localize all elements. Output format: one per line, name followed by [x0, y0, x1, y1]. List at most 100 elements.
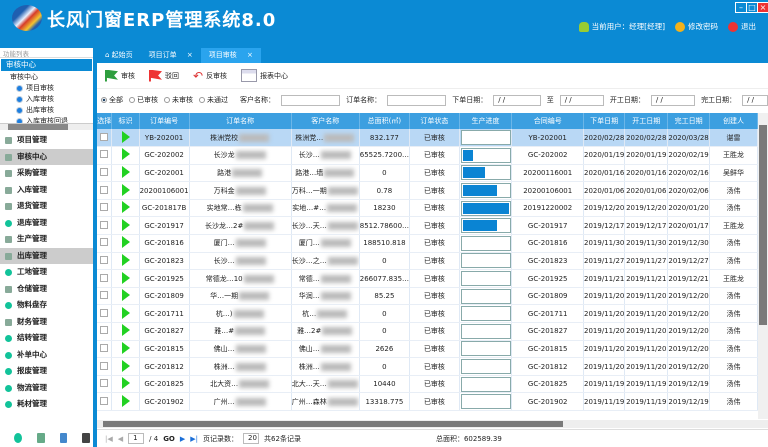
- tab[interactable]: 项目订单 ×: [141, 48, 201, 63]
- column-header[interactable]: 客户名称: [291, 113, 360, 129]
- checkbox[interactable]: [100, 291, 109, 300]
- row-select[interactable]: [97, 304, 113, 324]
- nav-item[interactable]: 物流管理: [0, 380, 93, 397]
- nav-item[interactable]: 采购管理: [0, 165, 93, 182]
- nav-item[interactable]: 项目管理: [0, 132, 93, 149]
- row-select[interactable]: [97, 287, 113, 306]
- table-row[interactable]: YB-202001 株洲党校 株洲党… 832.177 已审核 YB-202001 2020…: [97, 129, 758, 148]
- table-row[interactable]: GC-201809 华…一期 华润… 85.25 已审核 GC-201809 2019/11…: [97, 287, 758, 306]
- nav-item[interactable]: 退库管理: [0, 215, 93, 232]
- column-header[interactable]: 生产进度: [459, 113, 513, 129]
- table-row[interactable]: GC-201825 北大资… 北大…天… 10440 已审核 GC-201825 2019/…: [97, 375, 758, 394]
- table-row[interactable]: GC-201711 杭…) 杭… 0 已审核 GC-201711 2019/11/20 201…: [97, 304, 758, 324]
- column-header[interactable]: 订单名称: [189, 113, 292, 129]
- row-select[interactable]: [97, 375, 113, 394]
- checkbox[interactable]: [100, 185, 109, 194]
- column-header[interactable]: 开工日期: [624, 113, 669, 129]
- logout-link[interactable]: 退出: [728, 21, 756, 32]
- tree-item[interactable]: 入库审核: [0, 94, 93, 105]
- row-select[interactable]: [97, 252, 113, 271]
- nav-item[interactable]: 审核中心: [0, 148, 93, 165]
- reject-button[interactable]: 驳回: [149, 69, 179, 82]
- table-row[interactable]: GC-201827 雅…# 雅…2# 0 已审核 GC-201827 2019/11/20 2…: [97, 322, 758, 341]
- status-radio[interactable]: 已审核: [129, 96, 158, 104]
- document-icon[interactable]: [59, 432, 68, 443]
- report-center-button[interactable]: 报表中心: [241, 69, 288, 82]
- nav-item[interactable]: 仓储管理: [0, 281, 93, 298]
- table-row[interactable]: GC-201817B 实地常…栋 实地…#… 18230 已审核 20191220002 2…: [97, 199, 758, 218]
- change-password-link[interactable]: 修改密码: [675, 21, 718, 32]
- audit-panel-header[interactable]: 审核中心: [1, 59, 92, 71]
- table-row[interactable]: GC-202002 长沙龙 长沙… 65525.7200… 已审核 GC-202002 20…: [97, 146, 758, 165]
- checkbox[interactable]: [100, 308, 109, 317]
- row-select[interactable]: [97, 340, 113, 359]
- order-date-to-input[interactable]: / /: [559, 94, 604, 106]
- status-radio[interactable]: 全部: [101, 96, 123, 104]
- nav-item[interactable]: 工地管理: [0, 264, 93, 281]
- column-header[interactable]: 下单日期: [583, 113, 626, 129]
- table-row[interactable]: 20200106001 万科金 万科…一期 0.78 已审核 20200106001 202…: [97, 181, 758, 200]
- column-header[interactable]: 订单编号: [139, 113, 190, 129]
- prev-page-icon[interactable]: ◀: [117, 434, 124, 443]
- page-input[interactable]: 1: [128, 433, 145, 444]
- nav-item[interactable]: 补单中心: [0, 347, 93, 364]
- status-radio[interactable]: 未通过: [199, 96, 228, 104]
- nav-item[interactable]: 退货管理: [0, 198, 93, 215]
- table-row[interactable]: GC-201815 佛山… 佛山… 2626 已审核 GC-201815 2019/11/2…: [97, 340, 758, 359]
- unapprove-button[interactable]: ↶ 反审核: [193, 69, 227, 83]
- end-date-input[interactable]: / /: [742, 94, 768, 106]
- page-size-input[interactable]: 20: [243, 433, 260, 444]
- close-button[interactable]: ×: [757, 2, 768, 13]
- checkbox[interactable]: [100, 238, 109, 247]
- table-row[interactable]: GC-201823 长沙… 长沙…之… 0 已审核 GC-201823 2019/11/27…: [97, 252, 758, 271]
- status-radio[interactable]: 未审核: [164, 96, 193, 104]
- checkbox[interactable]: [100, 220, 109, 229]
- column-header[interactable]: 总面积(㎡): [359, 113, 411, 129]
- nav-item[interactable]: 财务管理: [0, 314, 93, 331]
- row-select[interactable]: [97, 322, 113, 341]
- row-select[interactable]: [97, 234, 113, 253]
- row-select[interactable]: [97, 181, 113, 200]
- checkbox[interactable]: [100, 167, 109, 176]
- customer-name-input[interactable]: [281, 94, 341, 106]
- nav-item[interactable]: 结转管理: [0, 330, 93, 347]
- start-date-input[interactable]: / /: [650, 94, 696, 106]
- nav-item[interactable]: 耗材管理: [0, 396, 93, 413]
- table-row[interactable]: GC-201925 常德龙…10 常德… 266077.835… 已审核 GC-20192…: [97, 269, 758, 288]
- tab-close-icon[interactable]: ×: [244, 51, 253, 59]
- row-select[interactable]: [97, 357, 113, 376]
- approve-button[interactable]: 审核: [105, 69, 135, 82]
- row-select[interactable]: [97, 164, 113, 183]
- tree-item[interactable]: 项目审核: [0, 83, 93, 94]
- checkbox[interactable]: [100, 396, 109, 405]
- checkbox[interactable]: [100, 379, 109, 388]
- tree-horizontal-scrollbar[interactable]: [0, 124, 93, 130]
- checkbox[interactable]: [100, 203, 109, 212]
- table-row[interactable]: GC-201917 长沙龙…2# 长沙…天… 8512.78600… 已审核 GC-201…: [97, 216, 758, 236]
- row-select[interactable]: [97, 199, 113, 218]
- row-select[interactable]: [97, 392, 113, 411]
- last-page-icon[interactable]: ▶|: [190, 434, 199, 443]
- cart-icon[interactable]: [36, 432, 45, 443]
- column-header[interactable]: 完工日期: [667, 113, 711, 129]
- order-date-from-input[interactable]: / /: [493, 94, 541, 106]
- column-header[interactable]: 合同编号: [511, 113, 584, 129]
- column-header[interactable]: 订单状态: [409, 113, 460, 129]
- row-select[interactable]: [97, 216, 113, 236]
- column-header[interactable]: 创建人: [709, 113, 758, 129]
- dot-icon[interactable]: [14, 432, 22, 443]
- table-row[interactable]: GC-201812 株洲… 株洲… 0 已审核 GC-201812 2019/11/20 20…: [97, 357, 758, 376]
- nav-item[interactable]: 物料盘存: [0, 297, 93, 314]
- vertical-scroll-thumb[interactable]: [759, 125, 767, 325]
- checkbox[interactable]: [100, 343, 109, 352]
- tab[interactable]: ⌂ 起始页: [97, 48, 141, 63]
- nav-item[interactable]: 报废管理: [0, 363, 93, 380]
- tab-close-icon[interactable]: ×: [184, 51, 193, 59]
- table-row[interactable]: GC-201816 厦门… 厦门… 188510.818 已审核 GC-201816 201…: [97, 234, 758, 253]
- checkbox[interactable]: [100, 150, 109, 159]
- tree-item[interactable]: 入库审核回退: [0, 116, 93, 123]
- row-select[interactable]: [97, 129, 113, 148]
- tree-item[interactable]: 审核中心: [10, 73, 38, 81]
- row-select[interactable]: [97, 269, 113, 288]
- tree-item[interactable]: 出库审核: [0, 105, 93, 116]
